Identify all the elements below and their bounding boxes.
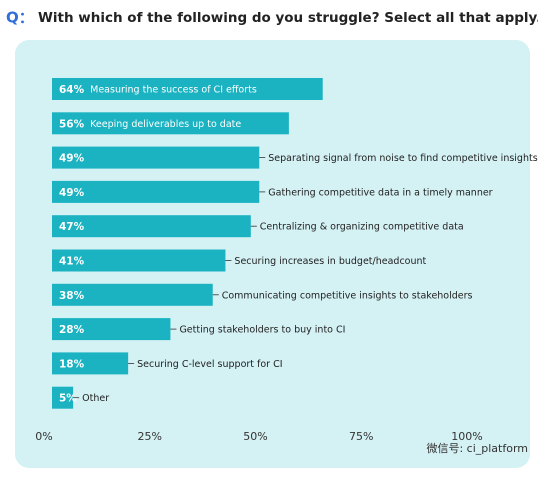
category-label: Measuring the success of CI efforts (90, 85, 257, 96)
chart-title: With which of the following do you strug… (38, 10, 538, 26)
bar (52, 386, 74, 409)
value-label: 41% (59, 256, 85, 268)
category-label: Securing C-level support for CI (137, 359, 282, 370)
bar (52, 180, 260, 203)
value-label: 5% (59, 393, 77, 405)
question-marker: Q： (6, 9, 34, 27)
category-label: Separating signal from noise to find com… (268, 153, 537, 164)
x-tick-label: 50% (243, 430, 267, 443)
bar (52, 283, 213, 306)
bar (52, 215, 251, 238)
value-label: 38% (59, 290, 85, 302)
value-label: 64% (59, 84, 85, 96)
x-tick-label: 75% (349, 430, 373, 443)
value-label: 49% (59, 187, 85, 199)
category-label: Centralizing & organizing competitive da… (260, 222, 464, 233)
value-label: 28% (59, 324, 85, 336)
value-label: 18% (59, 358, 85, 370)
category-label: Getting stakeholders to buy into CI (179, 325, 345, 336)
bar (52, 249, 226, 272)
value-label: 47% (59, 221, 85, 233)
category-label: Keeping deliverables up to date (90, 119, 241, 130)
bar (52, 352, 129, 375)
watermark: 微信号: ci_platform (426, 441, 528, 455)
category-label: Gathering competitive data in a timely m… (268, 187, 492, 198)
category-label: Other (82, 393, 109, 404)
category-label: Communicating competitive insights to st… (222, 290, 473, 301)
x-tick-label: 100% (451, 430, 482, 443)
x-tick-label: 25% (138, 430, 162, 443)
bar (52, 318, 171, 341)
value-label: 49% (59, 153, 85, 165)
bar (52, 78, 323, 100)
value-label: 56% (59, 118, 85, 130)
category-label: Securing increases in budget/headcount (234, 256, 426, 267)
x-tick-label: 0% (35, 430, 52, 443)
bar (52, 112, 289, 135)
bar (52, 146, 260, 169)
